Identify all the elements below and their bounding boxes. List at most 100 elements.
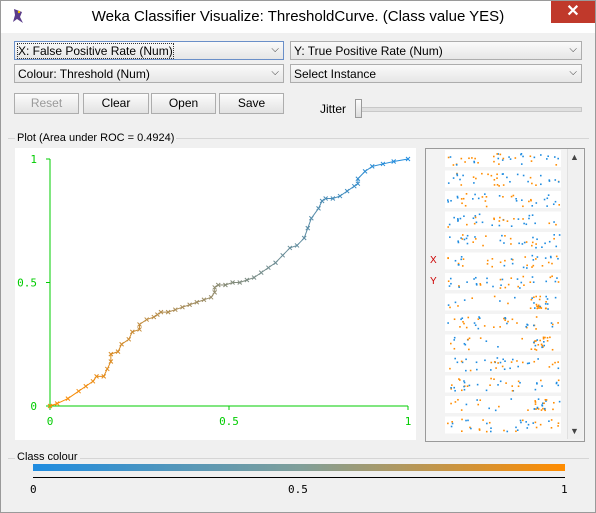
attribute-bar[interactable] — [445, 375, 561, 393]
x-tick-label: 0 — [47, 415, 54, 428]
x-tick-label: 1 — [405, 415, 412, 428]
roc-point-marker — [215, 282, 221, 288]
roc-point-marker — [305, 225, 311, 231]
x-axis-select-label: X: False Positive Rate (Num) — [17, 43, 174, 59]
roc-point-marker — [165, 309, 171, 315]
roc-point-marker — [172, 307, 178, 313]
attribute-bar[interactable] — [445, 191, 561, 208]
roc-point-marker — [316, 206, 321, 211]
attribute-bar[interactable] — [445, 273, 561, 290]
roc-point-marker — [201, 297, 207, 303]
window-title: Weka Classifier Visualize: ThresholdCurv… — [91, 8, 505, 25]
roc-curve-segment — [203, 296, 212, 301]
chevron-down-icon: ⌵ — [569, 44, 577, 55]
jitter-slider-thumb[interactable] — [355, 99, 362, 118]
roc-point-marker — [151, 314, 157, 320]
roc-curve-segment — [49, 403, 58, 407]
roc-point-marker — [54, 401, 60, 406]
roc-point-marker — [129, 329, 135, 335]
roc-point-marker — [137, 327, 142, 332]
y-tick-label: 0.5 — [17, 277, 37, 290]
attribute-bar[interactable] — [445, 211, 561, 229]
roc-point-marker — [266, 265, 271, 271]
save-button[interactable]: Save — [219, 93, 284, 114]
roc-point-marker — [391, 159, 397, 164]
plot-title: Plot (Area under ROC = 0.4924) — [15, 132, 177, 144]
roc-point-marker — [115, 349, 121, 355]
chevron-down-icon: ⌵ — [271, 44, 279, 55]
roc-point-marker — [212, 285, 218, 290]
y-tick-label: 0 — [30, 400, 37, 413]
attribute-bar[interactable] — [445, 416, 561, 434]
roc-curve-segment — [382, 160, 394, 165]
y-axis-select[interactable]: Y: True Positive Rate (Num) ⌵ — [290, 41, 582, 60]
roc-point-marker — [355, 181, 361, 187]
attribute-bar[interactable] — [445, 252, 561, 270]
y-attribute-marker: Y — [430, 276, 437, 287]
reset-button[interactable]: Reset — [14, 93, 79, 114]
roc-point-marker — [158, 309, 164, 315]
open-button[interactable]: Open — [151, 93, 216, 114]
roc-point-marker — [323, 196, 329, 201]
attribute-bar[interactable] — [445, 232, 561, 249]
roc-point-marker — [287, 245, 293, 251]
attribute-scrollbar[interactable] — [567, 149, 583, 439]
roc-point-marker — [119, 341, 124, 347]
roc-curve-segment — [56, 398, 69, 404]
roc-point-marker — [104, 366, 110, 372]
roc-point-marker — [155, 312, 160, 317]
roc-point-marker — [83, 383, 89, 389]
roc-point-marker — [76, 388, 81, 394]
attribute-bar[interactable] — [445, 396, 561, 413]
select-instance-select[interactable]: Select Instance ⌵ — [290, 64, 582, 83]
roc-point-marker — [337, 193, 343, 199]
attribute-bar[interactable] — [445, 170, 561, 188]
class-colour-gradient — [33, 464, 565, 471]
roc-point-marker — [230, 280, 235, 285]
roc-curve-segment — [146, 316, 154, 321]
roc-point-marker — [308, 215, 314, 221]
scroll-up-icon[interactable]: ▲ — [570, 152, 579, 162]
roc-point-marker — [362, 168, 368, 174]
colour-select[interactable]: Colour: Threshold (Num) ⌵ — [14, 64, 284, 83]
chevron-down-icon: ⌵ — [271, 67, 279, 78]
title-bar: Weka Classifier Visualize: ThresholdCurv… — [1, 1, 595, 33]
close-window-button[interactable]: ✕ — [551, 1, 595, 23]
colour-select-label: Colour: Threshold (Num) — [18, 67, 150, 81]
roc-curve-segment — [182, 304, 190, 308]
plot-canvas[interactable] — [15, 148, 416, 440]
attribute-bar[interactable] — [445, 314, 561, 331]
roc-point-marker — [280, 252, 286, 258]
roc-point-marker — [94, 374, 99, 379]
attribute-bar[interactable] — [445, 150, 561, 167]
roc-curve-segment — [225, 282, 233, 286]
roc-point-marker — [108, 351, 114, 357]
roc-curve-segment — [332, 195, 341, 199]
roc-point-marker — [180, 304, 185, 310]
roc-point-marker — [273, 260, 278, 266]
x-axis-select[interactable]: X: False Positive Rate (Num) ⌵ — [14, 41, 284, 60]
clear-button[interactable]: Clear — [83, 93, 149, 114]
roc-point-marker — [137, 322, 142, 327]
roc-point-marker — [380, 161, 386, 167]
roc-point-marker — [405, 156, 411, 162]
roc-curve-segment — [372, 163, 384, 167]
roc-point-marker — [47, 403, 53, 409]
roc-curve-segment — [167, 309, 176, 313]
class-colour-title: Class colour — [15, 451, 80, 463]
roc-point-marker — [251, 275, 257, 280]
scroll-down-icon[interactable]: ▼ — [570, 426, 579, 436]
attribute-bars[interactable] — [445, 150, 565, 438]
y-tick-label: 1 — [30, 153, 37, 166]
roc-point-marker — [126, 336, 132, 342]
roc-point-marker — [108, 359, 114, 364]
attribute-bar[interactable] — [445, 334, 561, 352]
class-colour-tick-0: 0 — [30, 483, 37, 496]
roc-curve-segment — [132, 328, 140, 333]
attribute-bar[interactable] — [445, 293, 561, 311]
roc-point-marker — [319, 198, 325, 204]
attribute-bar[interactable] — [445, 355, 561, 372]
roc-point-marker — [344, 188, 350, 194]
jitter-slider-track[interactable] — [356, 107, 582, 112]
roc-curve-segment — [303, 227, 309, 239]
